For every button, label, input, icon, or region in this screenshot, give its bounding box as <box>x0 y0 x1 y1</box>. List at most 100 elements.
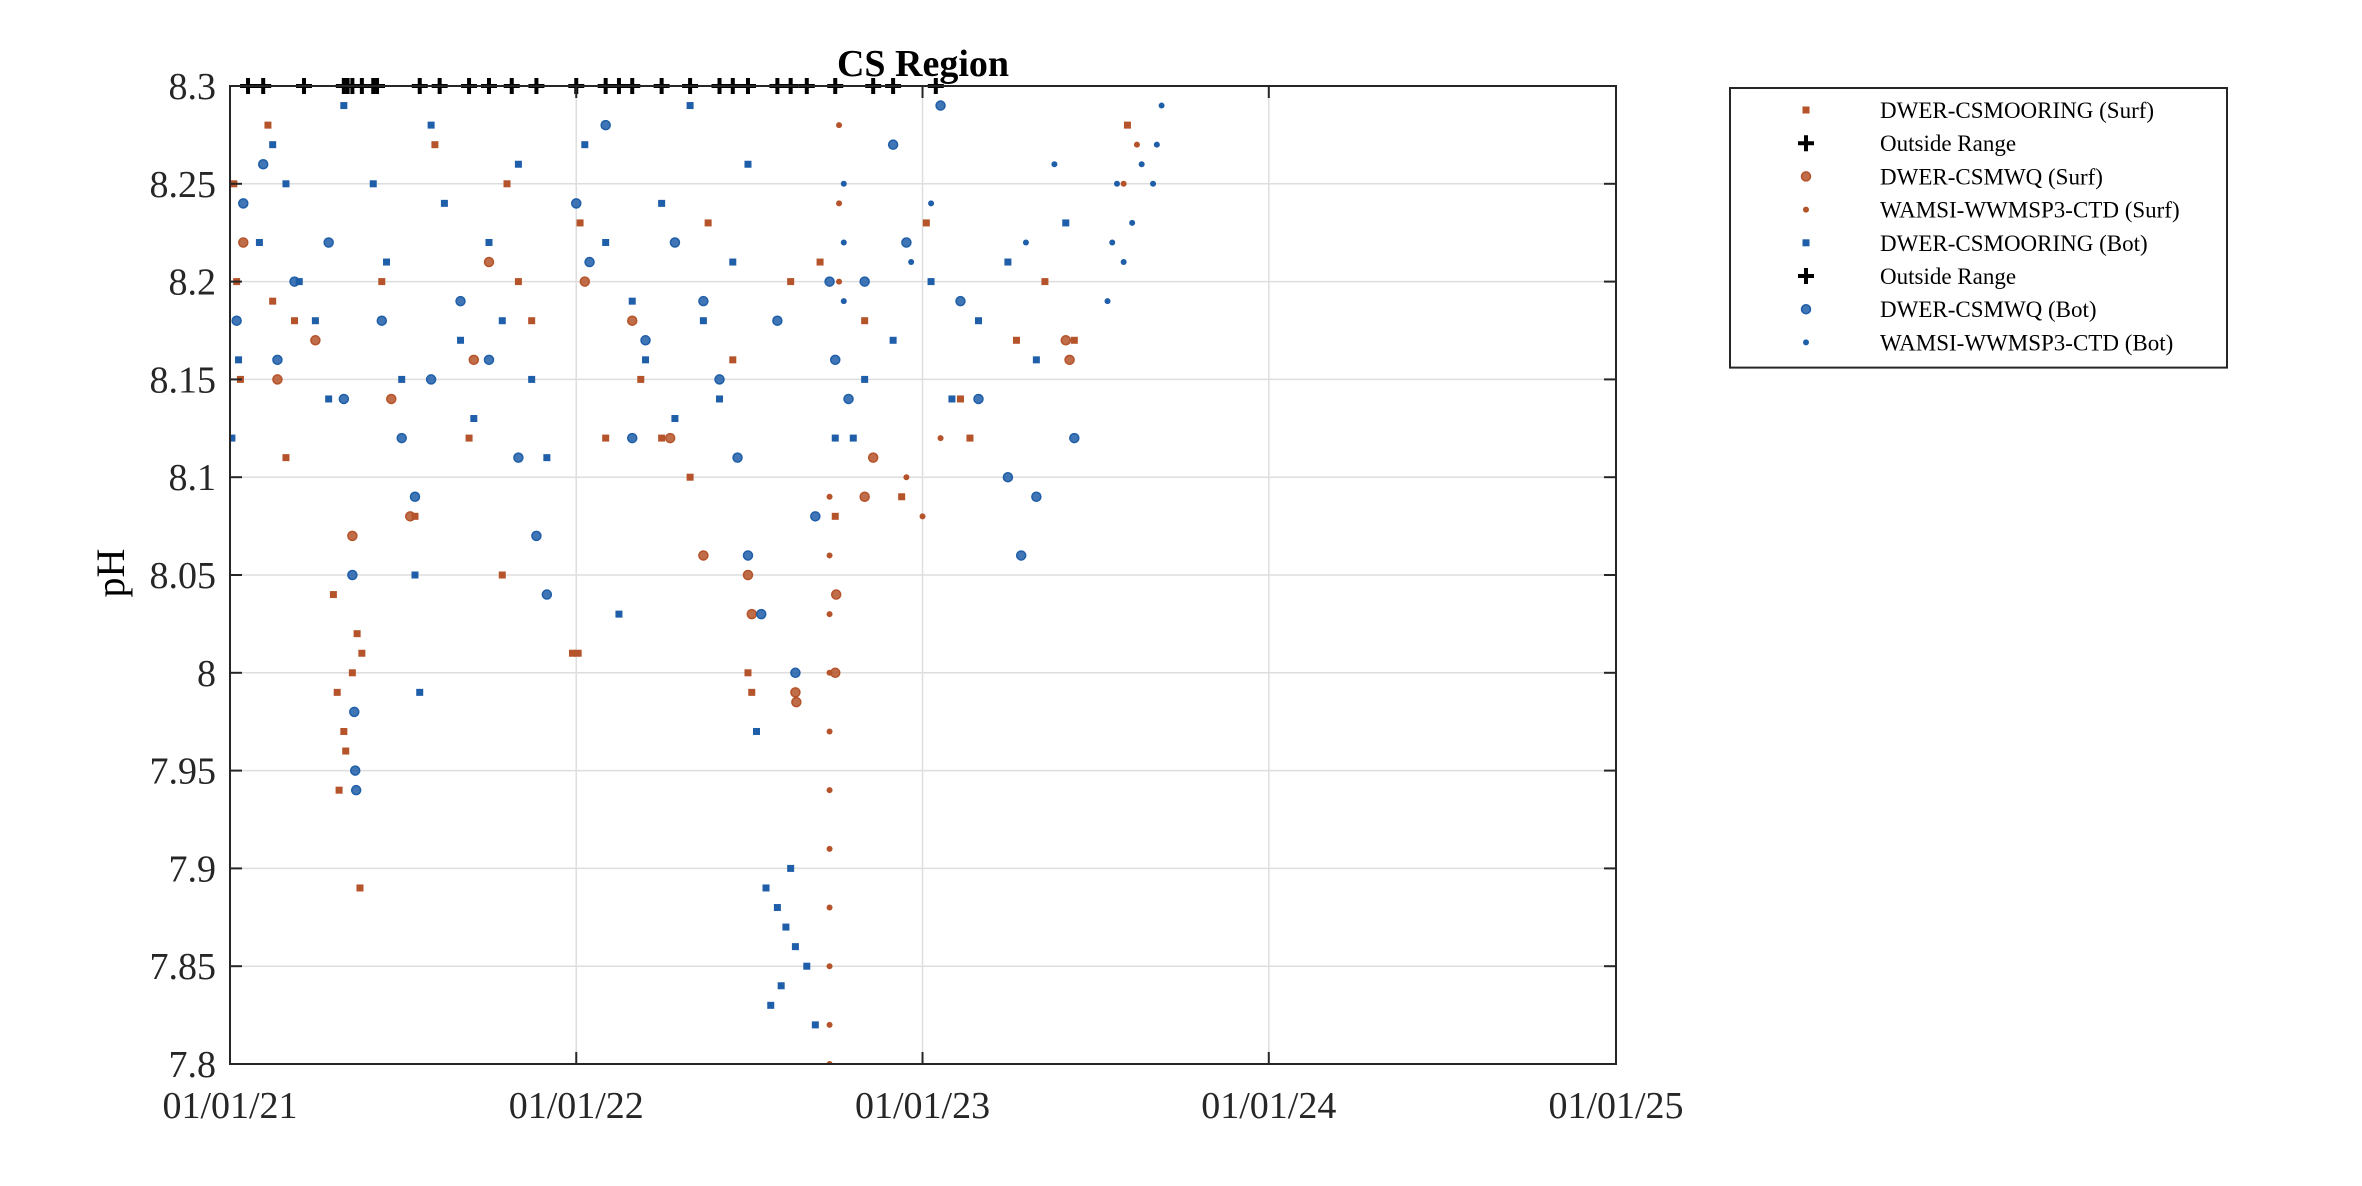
data-point <box>584 256 595 268</box>
data-point <box>626 315 638 326</box>
data-point <box>859 276 870 287</box>
data-point <box>746 608 758 620</box>
data-point <box>824 276 835 287</box>
data-point <box>791 696 802 708</box>
data-point <box>1120 259 1127 266</box>
data-point <box>840 298 847 305</box>
data-point <box>310 335 321 346</box>
data-point <box>235 356 243 364</box>
data-point <box>398 375 406 383</box>
data-point <box>1012 336 1020 344</box>
data-point <box>576 219 584 227</box>
data-point <box>787 278 795 286</box>
data-point <box>698 550 709 561</box>
data-point <box>483 354 495 366</box>
data-point <box>348 669 356 677</box>
data-point <box>816 258 824 266</box>
data-point <box>255 238 263 246</box>
data-point <box>378 278 386 286</box>
data-point <box>849 434 857 442</box>
data-point <box>927 278 935 286</box>
legend-label: Outside Range <box>1880 264 2016 289</box>
data-point <box>658 199 666 207</box>
data-point <box>840 180 847 187</box>
data-point <box>440 199 448 207</box>
data-point <box>742 569 754 581</box>
axis-ticks: 01/01/21 01/01/22 01/01/23 01/01/24 01/01/25… <box>150 66 1684 1127</box>
data-point <box>966 434 974 442</box>
data-point <box>898 493 906 501</box>
data-point <box>325 395 333 403</box>
data-point <box>803 962 811 970</box>
data-point <box>383 258 391 266</box>
data-point <box>468 354 480 366</box>
data-point <box>698 295 709 307</box>
series-7 <box>840 102 1165 305</box>
data-point <box>753 727 761 735</box>
data-point <box>1070 336 1078 344</box>
data-point <box>836 278 843 285</box>
data-point <box>704 219 712 227</box>
y-tick-label: 8.1 <box>169 457 217 499</box>
y-tick-label: 7.95 <box>150 751 217 793</box>
data-point <box>323 237 334 248</box>
data-point <box>836 200 843 207</box>
data-point <box>840 239 847 246</box>
data-point <box>729 356 737 364</box>
data-point <box>427 121 435 129</box>
data-point <box>579 276 591 287</box>
data-point <box>1062 219 1070 227</box>
data-point <box>729 258 737 266</box>
legend-marker <box>1800 171 1812 182</box>
data-point <box>901 237 912 248</box>
legend: DWER-CSMOORING (Surf) Outside Range DWER-C… <box>1729 87 2228 369</box>
data-point <box>231 315 242 326</box>
data-point <box>600 119 611 131</box>
data-point <box>810 511 821 522</box>
y-tick-label: 8 <box>197 653 216 695</box>
data-point <box>908 259 915 266</box>
data-point <box>937 435 944 442</box>
data-point <box>831 512 839 520</box>
data-point <box>602 238 610 246</box>
data-point <box>922 219 930 227</box>
legend-item: Outside Range <box>1798 131 2016 156</box>
data-point <box>826 669 833 676</box>
data-point <box>686 102 694 110</box>
data-point <box>777 982 785 990</box>
data-point <box>640 335 651 346</box>
data-point <box>928 200 935 207</box>
data-point <box>829 354 841 366</box>
data-point <box>514 278 522 286</box>
series-4 <box>230 102 1070 1029</box>
data-point <box>1031 491 1042 503</box>
data-point <box>748 688 756 696</box>
data-point <box>686 473 694 481</box>
data-point <box>349 765 361 776</box>
data-point <box>1002 471 1014 483</box>
legend-item: DWER-CSMWQ (Bot) <box>1800 297 2097 322</box>
y-tick-label: 7.8 <box>169 1044 217 1086</box>
data-point <box>935 100 946 111</box>
data-point <box>615 610 623 618</box>
data-point <box>342 747 350 755</box>
y-tick-label: 7.85 <box>150 946 217 988</box>
data-point <box>861 375 869 383</box>
data-point <box>637 375 645 383</box>
series-6 <box>231 100 1080 796</box>
data-point <box>859 491 870 503</box>
legend-label: DWER-CSMOORING (Bot) <box>1880 231 2148 256</box>
data-point <box>867 452 879 463</box>
data-point <box>744 160 752 168</box>
y-axis-label: pH <box>88 549 133 598</box>
data-point <box>826 845 833 852</box>
data-point <box>409 491 421 503</box>
data-point <box>425 374 437 385</box>
data-point <box>347 530 358 542</box>
data-point <box>386 393 397 405</box>
data-point <box>416 688 424 696</box>
data-point <box>311 317 319 325</box>
data-point <box>264 121 272 129</box>
data-point <box>291 317 299 325</box>
